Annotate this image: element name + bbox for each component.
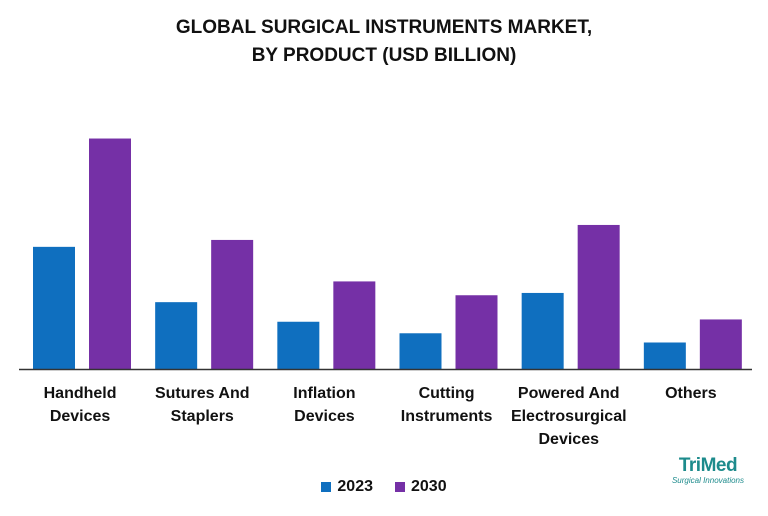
category-label-1: Sutures And Staplers bbox=[137, 382, 267, 428]
category-label-2-line-1: Devices bbox=[294, 408, 355, 425]
bar-2030-2 bbox=[333, 281, 376, 369]
category-label-0-line-1: Devices bbox=[49, 408, 111, 425]
brand-tagline: Surgical Innovations bbox=[671, 476, 744, 485]
legend-label-2030: 2030 bbox=[411, 478, 447, 495]
category-label-1-line-1: Staplers bbox=[170, 408, 234, 425]
category-label-3-line-1: Instruments bbox=[400, 408, 493, 425]
category-label-4-line-1: Electrosurgical bbox=[510, 408, 627, 425]
category-label-5-line-0: Others bbox=[665, 385, 717, 402]
category-label-3-line-0: Cutting bbox=[418, 385, 475, 402]
bar-2030-5 bbox=[699, 319, 742, 369]
legend-label-2023: 2023 bbox=[337, 478, 373, 495]
bar-2023-2 bbox=[277, 321, 320, 369]
bar-2023-5 bbox=[643, 342, 686, 369]
brand-name: TriMed bbox=[678, 455, 738, 476]
bar-2023-4 bbox=[521, 292, 564, 369]
bar-2023-3 bbox=[399, 333, 442, 369]
category-label-0-line-0: Handheld bbox=[43, 385, 117, 402]
category-label-0: Handheld Devices bbox=[15, 382, 145, 428]
category-label-5: Others bbox=[626, 382, 756, 405]
category-label-1-line-0: Sutures And bbox=[154, 385, 250, 402]
chart-title-line-1: GLOBAL SURGICAL INSTRUMENTS MARKET, bbox=[175, 17, 593, 38]
category-label-4: Powered And Electrosurgical Devices bbox=[504, 382, 634, 451]
legend-swatch-2023 bbox=[321, 482, 332, 492]
chart-title-line-2: BY PRODUCT (USD BILLION) bbox=[251, 45, 517, 66]
legend-item-2023: 2023 bbox=[321, 478, 373, 496]
category-label-4-line-0: Powered And bbox=[517, 385, 620, 402]
category-label-2-line-0: Inflation bbox=[293, 385, 356, 402]
legend: 2023 2030 bbox=[0, 478, 768, 496]
brand-logo: TriMed Surgical Innovations bbox=[671, 455, 744, 486]
category-label-3: Cutting Instruments bbox=[382, 382, 512, 428]
bar-2030-4 bbox=[577, 224, 620, 369]
legend-swatch-2030 bbox=[395, 482, 405, 492]
chart-title: GLOBAL SURGICAL INSTRUMENTS MARKET, BY P… bbox=[0, 14, 768, 70]
legend-item-2030: 2030 bbox=[395, 478, 447, 496]
bar-2030-1 bbox=[211, 239, 254, 369]
category-label-2: Inflation Devices bbox=[259, 382, 389, 428]
bar-2023-1 bbox=[155, 302, 198, 369]
bar-2030-3 bbox=[455, 295, 498, 369]
bar-2023-0 bbox=[33, 246, 75, 369]
category-label-4-line-2: Devices bbox=[538, 431, 600, 448]
bar-2030-0 bbox=[89, 138, 131, 369]
